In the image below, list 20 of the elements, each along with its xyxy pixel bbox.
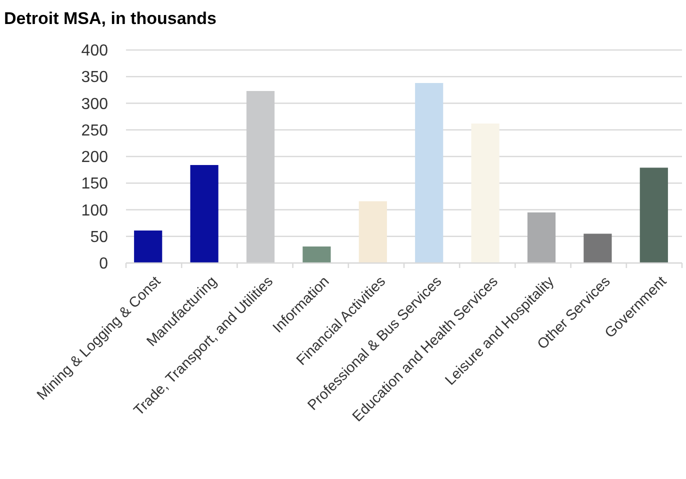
y-tick-label: 0 <box>99 256 108 273</box>
chart-title: Detroit MSA, in thousands <box>4 9 216 28</box>
bar <box>640 168 668 263</box>
bar <box>471 123 500 263</box>
bar <box>302 246 331 263</box>
bar <box>246 91 275 263</box>
y-tick-label: 100 <box>81 202 108 220</box>
bar <box>190 165 218 263</box>
y-tick-label: 400 <box>81 42 108 60</box>
y-tick-label: 50 <box>90 228 108 246</box>
bar <box>584 234 612 263</box>
y-tick-label: 300 <box>81 96 108 113</box>
bar <box>527 212 556 263</box>
y-tick-label: 350 <box>81 69 108 86</box>
y-tick-label: 200 <box>81 149 108 166</box>
y-tick-label: 150 <box>81 176 108 193</box>
bar <box>134 230 162 263</box>
bar <box>415 83 444 263</box>
y-tick-label: 250 <box>81 122 108 140</box>
bar <box>358 201 387 263</box>
